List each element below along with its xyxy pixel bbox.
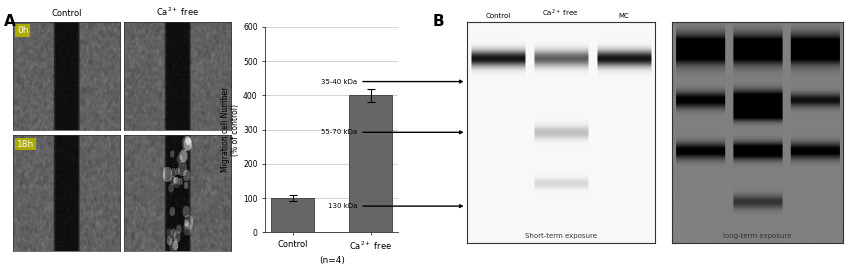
Y-axis label: Migration cell Number
(% of control): Migration cell Number (% of control)	[221, 87, 241, 172]
Bar	[349, 95, 392, 232]
Text: Short-term exposure: Short-term exposure	[525, 232, 597, 239]
Text: MC: MC	[618, 14, 629, 19]
Text: (n=4): (n=4)	[318, 256, 345, 265]
Text: A: A	[4, 14, 16, 29]
Text: $\mathrm{Ca^{2+}}$ free: $\mathrm{Ca^{2+}}$ free	[156, 5, 199, 18]
Text: Control: Control	[51, 9, 81, 18]
Text: B: B	[432, 14, 444, 29]
Text: 0h: 0h	[17, 26, 28, 35]
Text: 130 kDa: 130 kDa	[328, 203, 462, 209]
Text: long-term exposure: long-term exposure	[723, 232, 792, 239]
Text: 35-40 kDa: 35-40 kDa	[321, 79, 462, 85]
Text: 55-70 kDa: 55-70 kDa	[321, 129, 462, 135]
Text: $\mathrm{Ca^{2+}}$ free: $\mathrm{Ca^{2+}}$ free	[543, 8, 579, 19]
Bar	[271, 198, 314, 232]
Text: Control: Control	[485, 14, 510, 19]
Text: 18h: 18h	[17, 140, 34, 149]
